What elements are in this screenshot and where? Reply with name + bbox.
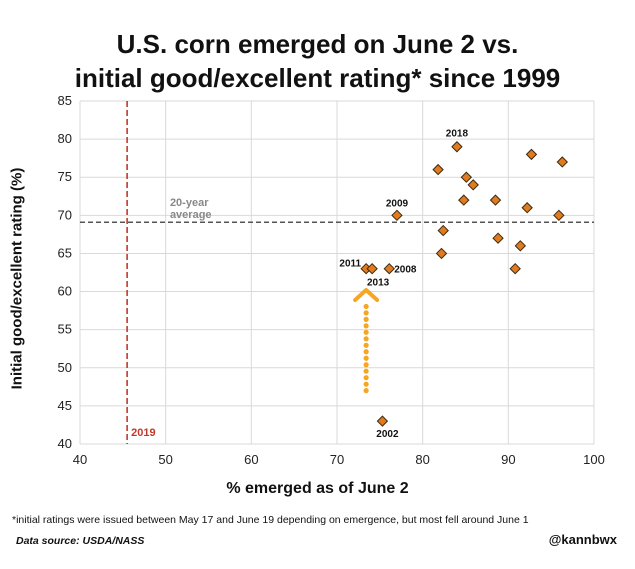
arrow-dot <box>363 316 369 322</box>
arrow-dot <box>363 368 369 374</box>
arrow-dot <box>363 323 369 329</box>
x-tick-label: 40 <box>73 452 87 467</box>
author-handle: @kannbwx <box>548 532 617 547</box>
footnote: *initial ratings were issued between May… <box>12 514 529 526</box>
x-tick-label: 90 <box>501 452 515 467</box>
data-point <box>432 163 444 176</box>
arrow-annotation <box>353 288 380 394</box>
data-point <box>521 202 533 214</box>
arrow-dot <box>363 362 369 368</box>
data-source: Data source: USDA/NASS <box>16 535 145 547</box>
point-label: 2018 <box>446 129 469 140</box>
arrow-dot <box>363 355 369 361</box>
data-point <box>383 262 395 275</box>
data-point <box>391 209 403 222</box>
arrow-dot <box>363 310 369 316</box>
arrow-dot <box>363 375 369 381</box>
data-point <box>435 247 448 260</box>
arrow-dot <box>363 349 369 355</box>
data-point <box>553 209 565 222</box>
data-points <box>360 141 569 427</box>
point-labels: 2018 2009 2011 2013 2008 2002 <box>339 129 468 440</box>
point-label: 2002 <box>376 429 399 440</box>
chart-title-line2: initial good/excellent rating* since 199… <box>74 63 561 93</box>
y-tick-label: 75 <box>58 169 72 184</box>
x-tick-label: 60 <box>244 452 258 467</box>
y-tick-label: 80 <box>58 131 72 146</box>
x-tick-label: 100 <box>583 452 605 467</box>
data-point <box>458 194 470 206</box>
average-label-line1: 20-year <box>170 197 209 209</box>
x-tick-label: 80 <box>415 452 429 467</box>
data-point <box>451 141 463 153</box>
data-point <box>492 232 504 244</box>
x-axis-label: % emerged as of June 2 <box>226 480 409 497</box>
data-point <box>376 415 389 427</box>
arrow-dot <box>363 336 369 342</box>
y-tick-label: 50 <box>58 360 72 375</box>
data-point <box>437 224 449 237</box>
point-label: 2009 <box>386 198 409 209</box>
data-point <box>460 171 473 183</box>
arrow-dot <box>363 381 369 387</box>
data-point <box>489 194 502 206</box>
y-tick-label: 65 <box>58 245 72 260</box>
point-label: 2008 <box>394 265 417 276</box>
arrow-head <box>353 288 380 303</box>
data-point <box>467 179 479 191</box>
average-label-line2: average <box>170 209 212 221</box>
y-tick-label: 40 <box>58 436 72 451</box>
y-tick-label: 85 <box>58 93 72 108</box>
y-tick-label: 70 <box>58 207 72 222</box>
chart-title-line1: U.S. corn emerged on June 2 vs. <box>116 29 519 59</box>
grid-lines <box>79 100 595 445</box>
y-tick-label: 55 <box>58 322 72 337</box>
y-axis-label: Initial good/excellent rating (%) <box>8 167 26 390</box>
tick-labels: 40 45 50 55 60 65 70 75 80 85 40 50 60 70 80 90 100 <box>58 93 605 467</box>
arrow-dot <box>363 303 369 310</box>
arrow-dot <box>363 342 369 348</box>
data-point <box>556 156 569 168</box>
x-tick-label: 70 <box>330 452 344 467</box>
arrow-dot <box>363 388 369 394</box>
data-point <box>509 262 521 275</box>
data-point <box>514 240 527 252</box>
data-point <box>525 148 538 161</box>
arrow-dot <box>363 329 369 335</box>
x-tick-label: 50 <box>158 452 172 467</box>
marker-line-label: 2019 <box>131 427 155 439</box>
y-tick-label: 60 <box>58 284 72 299</box>
y-tick-label: 45 <box>58 398 72 413</box>
point-label: 2011 <box>339 259 361 270</box>
point-label: 2013 <box>367 278 390 289</box>
data-point <box>366 262 378 275</box>
